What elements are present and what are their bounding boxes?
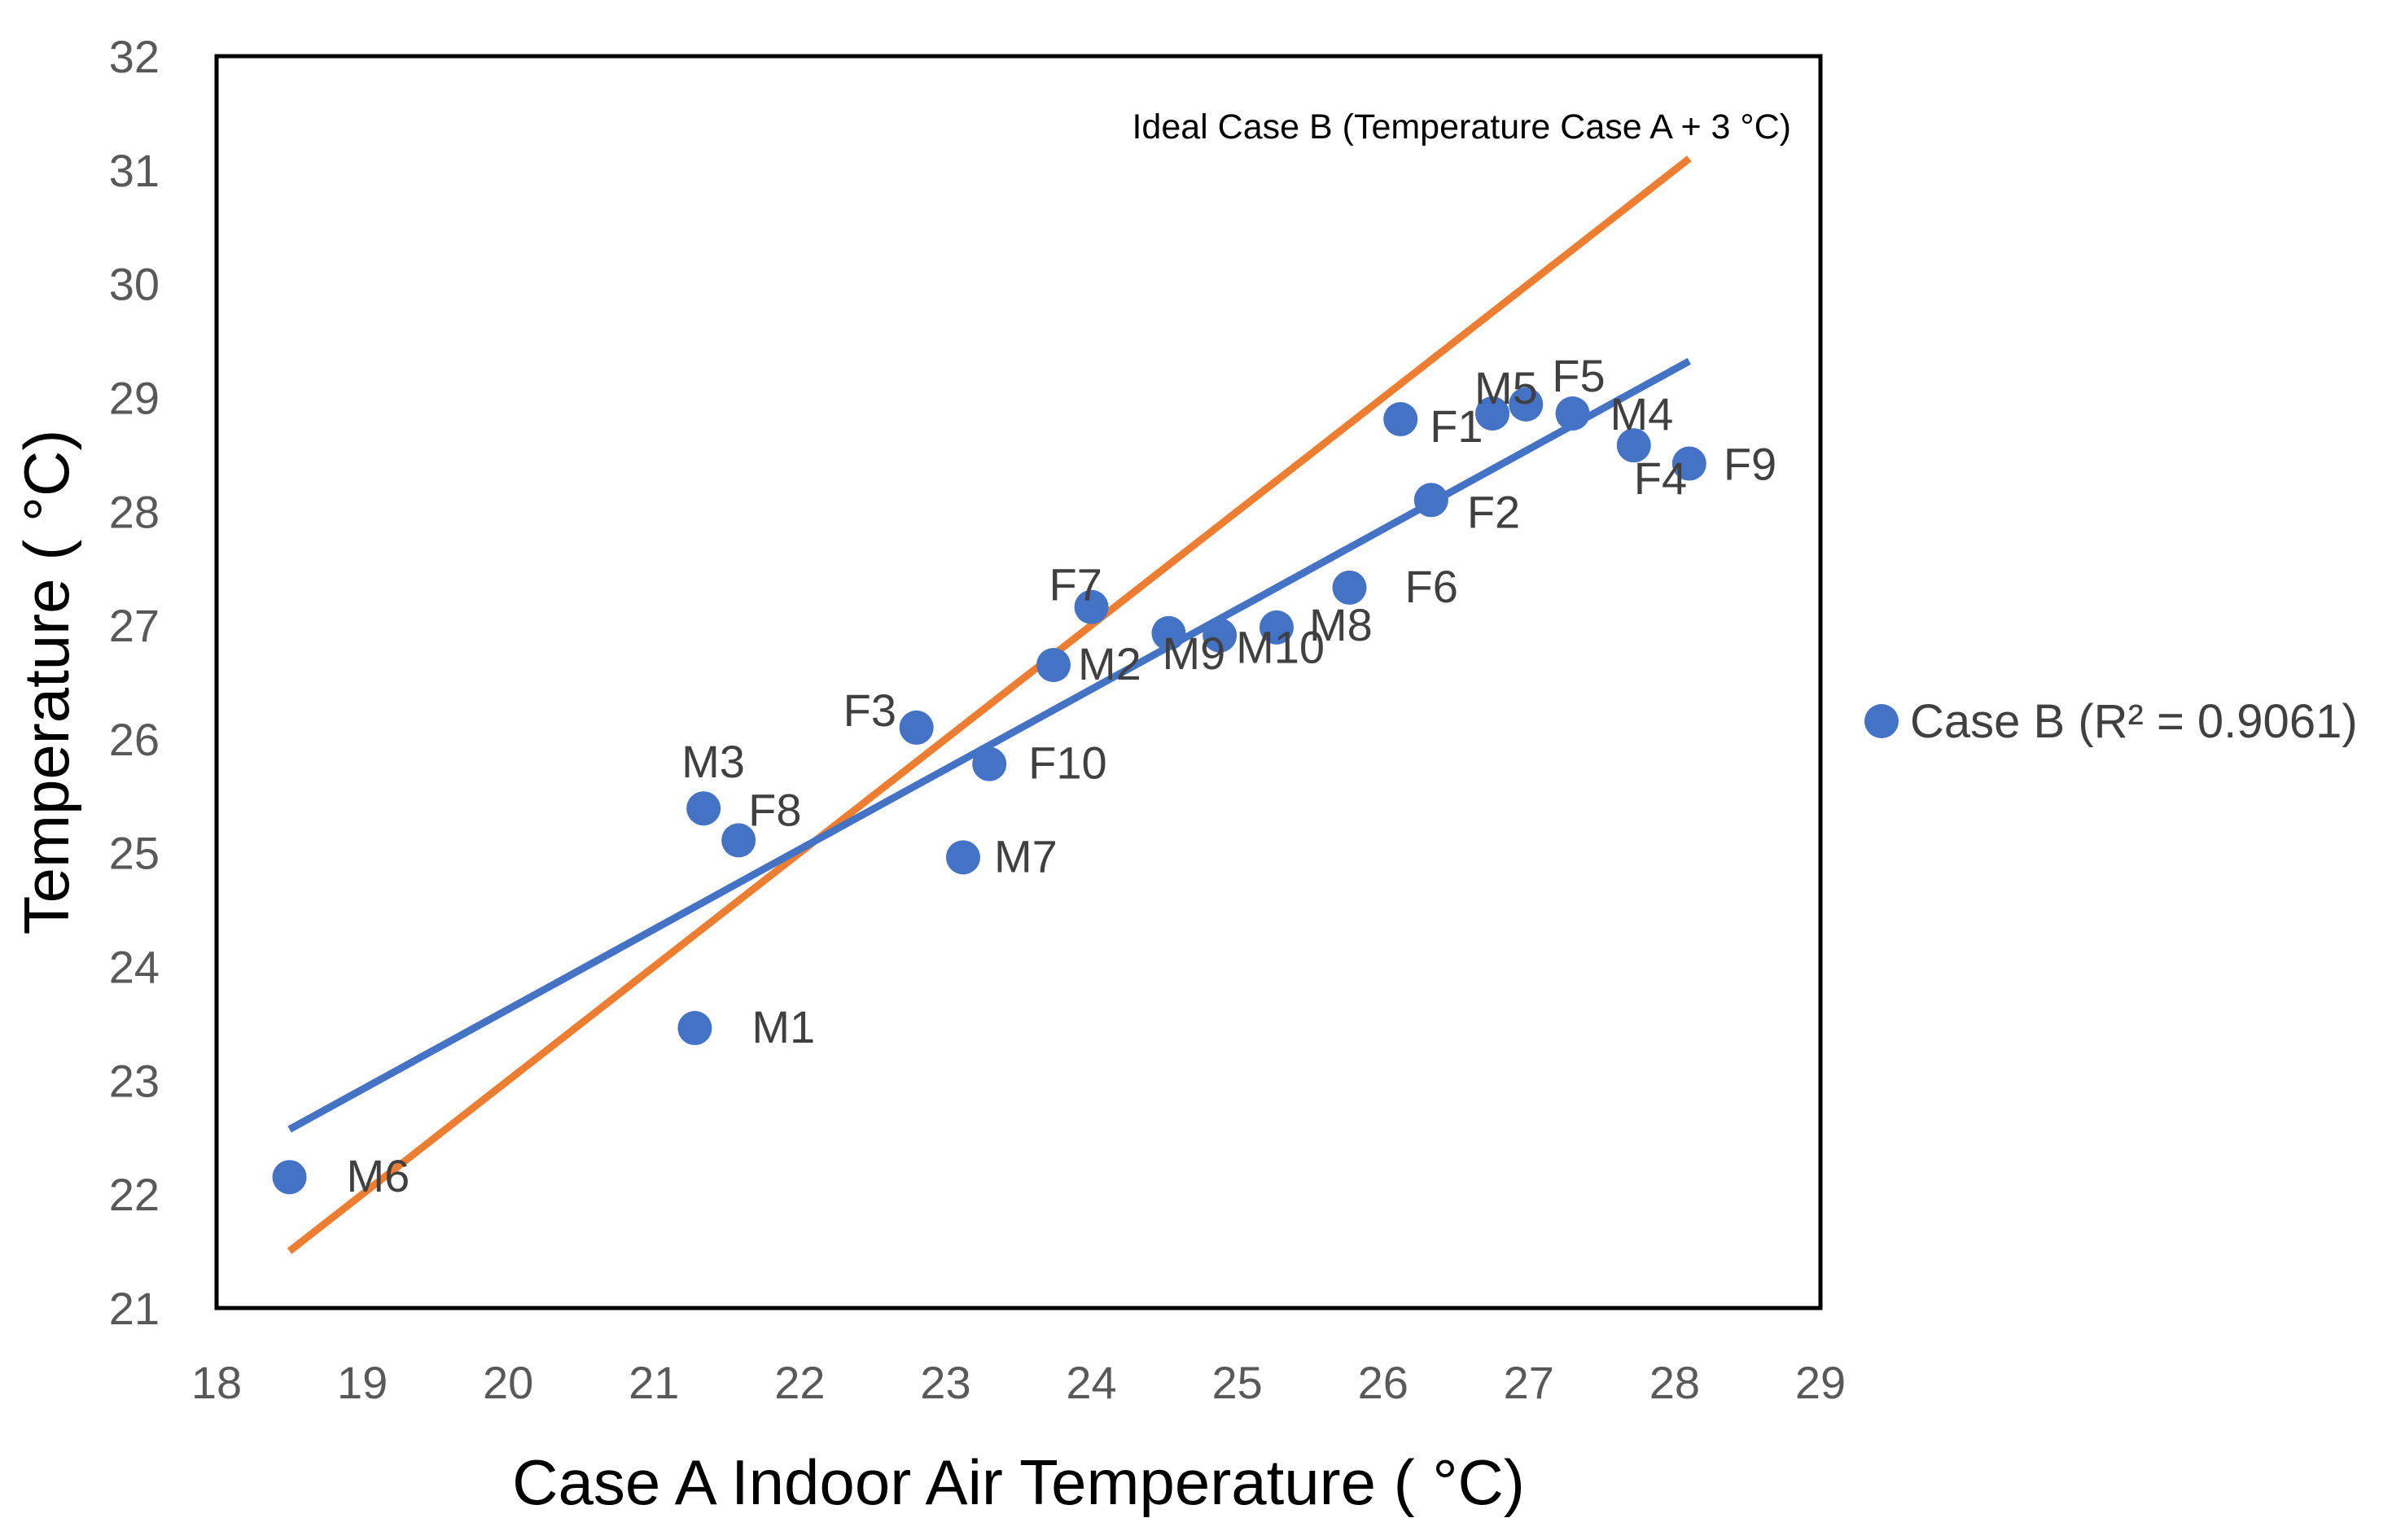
data-point	[1203, 618, 1238, 653]
point-label: M4	[1610, 388, 1674, 440]
data-point	[1671, 446, 1706, 481]
point-label: F7	[1049, 559, 1102, 610]
point-label: F3	[843, 685, 896, 736]
x-tick-label: 29	[1795, 1357, 1846, 1408]
y-tick-label: 24	[109, 942, 160, 993]
y-axis-ticks: 21 22 23 24 25 26 27 28 29 30 31 32	[109, 31, 160, 1334]
x-tick-label: 19	[337, 1357, 388, 1408]
y-tick-label: 28	[109, 486, 160, 537]
x-tick-label: 24	[1066, 1357, 1116, 1408]
legend-marker	[1864, 704, 1899, 738]
y-tick-label: 31	[109, 145, 160, 196]
point-label: M8	[1309, 599, 1373, 650]
x-tick-label: 28	[1649, 1357, 1700, 1408]
point-label: M5	[1474, 362, 1538, 413]
y-tick-label: 25	[109, 828, 160, 879]
points-layer	[272, 387, 1706, 1195]
data-point	[721, 823, 756, 858]
point-label: M2	[1078, 638, 1141, 689]
point-label: F8	[748, 784, 801, 835]
x-tick-label: 27	[1504, 1357, 1554, 1408]
point-label: M3	[681, 736, 745, 787]
data-point	[1036, 648, 1071, 683]
y-tick-label: 27	[109, 600, 160, 651]
x-tick-label: 25	[1211, 1357, 1262, 1408]
x-tick-label: 20	[483, 1357, 533, 1408]
y-axis-title: Temperature ( °C)	[11, 430, 82, 935]
data-point	[272, 1160, 307, 1195]
x-tick-label: 22	[774, 1357, 825, 1408]
legend-label: Case B (R² = 0.9061)	[1910, 695, 2358, 748]
point-label: M9	[1162, 628, 1225, 679]
data-point	[1475, 396, 1510, 431]
y-tick-label: 21	[109, 1283, 160, 1334]
x-tick-label: 23	[920, 1357, 970, 1408]
x-axis-title: Case A Indoor Air Temperature ( °C)	[512, 1446, 1525, 1518]
data-point	[1151, 615, 1186, 650]
ideal-line	[287, 155, 1692, 1254]
data-point	[1616, 428, 1651, 463]
point-label: F4	[1634, 453, 1687, 504]
lines-layer	[287, 155, 1692, 1254]
y-tick-label: 23	[109, 1055, 160, 1106]
x-tick-label: 21	[629, 1357, 679, 1408]
data-point	[1074, 589, 1109, 624]
x-tick-label: 26	[1358, 1357, 1408, 1408]
y-tick-label: 32	[109, 31, 160, 82]
data-point	[1555, 396, 1590, 431]
data-point	[677, 1011, 712, 1046]
data-point	[972, 746, 1007, 781]
data-point	[945, 840, 980, 875]
x-tick-label: 18	[191, 1357, 242, 1408]
y-tick-label: 22	[109, 1169, 160, 1220]
plot-area-frame	[214, 54, 1823, 1310]
point-label: M10	[1236, 622, 1325, 673]
point-label: F9	[1724, 439, 1776, 490]
data-point	[1413, 483, 1448, 518]
data-point	[686, 791, 721, 826]
x-axis-ticks: 18 19 20 21 22 23 24 25 26 27 28 29	[191, 1357, 1846, 1408]
legend: Case B (R² = 0.9061)	[1864, 695, 2358, 748]
data-point	[1383, 402, 1418, 437]
ideal-line-label: Ideal Case B (Temperature Case A + 3 °C)	[1132, 107, 1791, 147]
data-point	[1259, 610, 1294, 645]
y-tick-label: 30	[109, 259, 160, 310]
data-point	[1509, 387, 1544, 422]
point-label: F2	[1467, 486, 1520, 537]
point-label: M1	[751, 1001, 815, 1052]
point-label: M6	[347, 1150, 410, 1201]
trendline	[287, 357, 1691, 1133]
point-label: M7	[994, 830, 1058, 882]
data-point	[899, 710, 934, 745]
y-tick-label: 29	[109, 372, 160, 423]
point-label: F5	[1552, 350, 1605, 401]
point-label: F10	[1028, 737, 1107, 789]
y-tick-label: 26	[109, 714, 160, 765]
point-label: F1	[1430, 400, 1483, 452]
data-point	[1332, 570, 1367, 605]
point-label: F6	[1405, 561, 1458, 612]
